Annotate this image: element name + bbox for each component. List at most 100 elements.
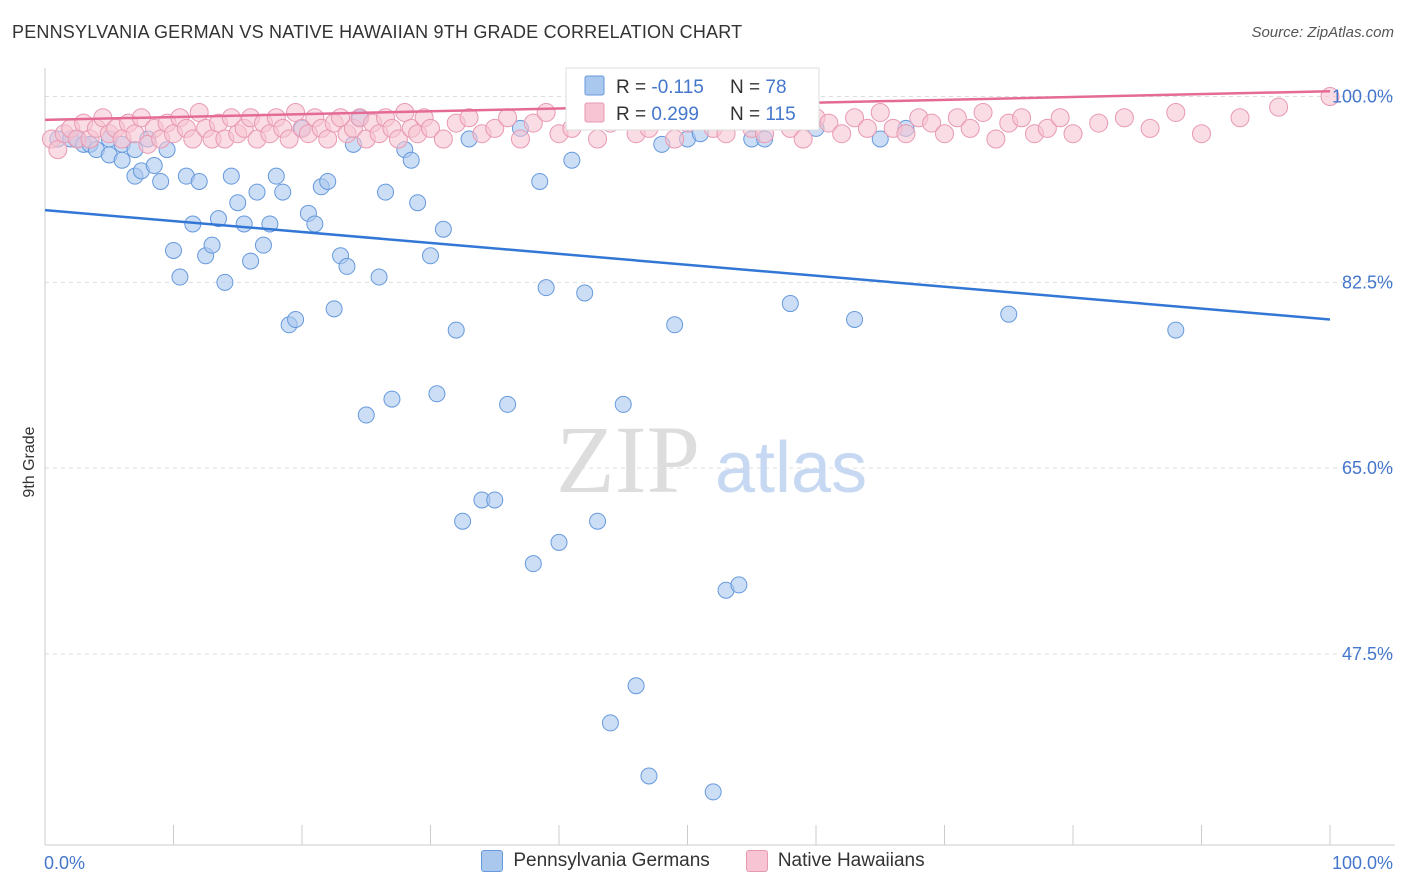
- point-native-hawaiians-111: [1114, 108, 1134, 128]
- point-pennsylvania-germans-30: [248, 183, 266, 201]
- point-native-hawaiians-103: [986, 129, 1006, 149]
- stats-legend: R = -0.115 N = 78 R = 0.299 N = 115: [565, 67, 820, 131]
- point-native-hawaiians-62: [459, 108, 479, 128]
- point-native-hawaiians-60: [433, 129, 453, 149]
- point-pennsylvania-germans-17: [165, 241, 182, 259]
- point-pennsylvania-germans-65: [531, 172, 549, 190]
- point-pennsylvania-germans-39: [306, 215, 324, 233]
- point-pennsylvania-germans-21: [190, 172, 208, 190]
- stats-n-row-0: N = 78: [730, 77, 787, 98]
- y-tick-label-2: 65.0%: [1342, 458, 1393, 478]
- point-pennsylvania-germans-61: [486, 491, 504, 509]
- point-pennsylvania-germans-44: [338, 257, 356, 275]
- point-native-hawaiians-38: [286, 102, 306, 122]
- point-pennsylvania-germans-23: [203, 236, 221, 254]
- point-native-hawaiians-90: [819, 113, 839, 133]
- point-native-hawaiians-105: [1012, 108, 1032, 128]
- point-pennsylvania-germans-86: [846, 310, 864, 328]
- point-native-hawaiians-72: [588, 129, 608, 149]
- point-pennsylvania-germans-58: [454, 512, 472, 530]
- point-pennsylvania-germans-74: [640, 767, 658, 785]
- point-pennsylvania-germans-33: [267, 167, 285, 185]
- point-pennsylvania-germans-27: [229, 194, 247, 212]
- point-native-hawaiians-37: [279, 129, 299, 149]
- point-native-hawaiians-65: [498, 108, 518, 128]
- legend-item-pennsylvania-germans[interactable]: Pennsylvania Germans: [481, 850, 710, 872]
- series-native-hawaiians: [41, 87, 1340, 160]
- stats-r-value-0: -0.115: [651, 77, 703, 98]
- stats-box-frame: [565, 67, 820, 131]
- point-native-hawaiians-78: [665, 129, 685, 149]
- point-pennsylvania-germans-66: [537, 279, 555, 297]
- stats-r-label-1: R =: [616, 104, 651, 125]
- point-pennsylvania-germans-15: [152, 172, 170, 190]
- point-native-hawaiians-108: [1050, 108, 1070, 128]
- y-axis-label: 9th Grade: [21, 426, 38, 497]
- point-pennsylvania-germans-31: [254, 236, 272, 254]
- point-native-hawaiians-68: [536, 102, 556, 122]
- point-pennsylvania-germans-34: [274, 183, 292, 201]
- point-native-hawaiians-110: [1089, 113, 1109, 133]
- point-pennsylvania-germans-47: [357, 406, 375, 424]
- point-pennsylvania-germans-48: [370, 268, 388, 286]
- point-pennsylvania-germans-50: [383, 390, 401, 408]
- point-native-hawaiians-92: [845, 108, 865, 128]
- point-pennsylvania-germans-67: [550, 533, 568, 551]
- legend-swatch-blue: [481, 850, 504, 872]
- point-pennsylvania-germans-84: [781, 295, 799, 313]
- x-tick-label-max: 100.0%: [1332, 853, 1393, 873]
- point-native-hawaiians-59: [421, 118, 440, 138]
- point-pennsylvania-germans-87: [871, 130, 889, 148]
- legend-item-native-hawaiians[interactable]: Native Hawaiians: [745, 850, 925, 872]
- point-pennsylvania-germans-72: [614, 395, 632, 413]
- stats-swatch-1: [584, 102, 605, 123]
- point-pennsylvania-germans-42: [325, 300, 343, 318]
- point-pennsylvania-germans-64: [524, 555, 542, 573]
- point-native-hawaiians-91: [832, 124, 852, 144]
- point-native-hawaiians-67: [523, 113, 543, 133]
- point-native-hawaiians-1: [48, 140, 68, 160]
- point-pennsylvania-germans-81: [730, 576, 748, 594]
- stats-n-value-0: 78: [765, 77, 786, 98]
- point-pennsylvania-germans-36: [287, 310, 305, 328]
- point-native-hawaiians-113: [1166, 102, 1186, 122]
- y-tick-label-0: 100.0%: [1332, 87, 1393, 107]
- point-pennsylvania-germans-54: [422, 247, 439, 265]
- point-pennsylvania-germans-68: [563, 151, 581, 169]
- gridlines: [45, 96, 1395, 655]
- watermark-atlas: atlas: [715, 428, 867, 508]
- point-native-hawaiians-112: [1140, 118, 1160, 138]
- trend-line-pennsylvania-germans: [44, 208, 1331, 321]
- legend-swatch-pink: [745, 850, 768, 872]
- point-pennsylvania-germans-57: [447, 321, 465, 339]
- y-tick-label-3: 47.5%: [1342, 644, 1393, 664]
- point-pennsylvania-germans-28: [235, 215, 253, 233]
- watermark: ZIP atlas: [556, 406, 867, 513]
- stats-row-0: R = -0.115: [616, 77, 704, 98]
- chart-source: Source: ZipAtlas.com: [1251, 24, 1394, 41]
- point-pennsylvania-germans-26: [222, 167, 240, 185]
- point-pennsylvania-germans-73: [627, 677, 645, 695]
- point-pennsylvania-germans-79: [704, 783, 722, 801]
- stats-row-1: R = 0.299: [616, 104, 699, 125]
- stats-r-value-1: 0.299: [651, 104, 699, 125]
- point-pennsylvania-germans-18: [171, 268, 189, 286]
- stats-n-value-1: 115: [765, 104, 795, 125]
- point-native-hawaiians-93: [857, 118, 877, 138]
- point-pennsylvania-germans-55: [428, 385, 446, 403]
- legend: Pennsylvania Germans Native Hawaiians: [0, 850, 1406, 872]
- point-pennsylvania-germans-90: [1167, 321, 1185, 339]
- point-pennsylvania-germans-25: [216, 273, 234, 291]
- point-native-hawaiians-114: [1192, 124, 1211, 144]
- point-pennsylvania-germans-69: [576, 284, 594, 302]
- point-pennsylvania-germans-24: [209, 210, 227, 228]
- point-pennsylvania-germans-76: [666, 316, 684, 334]
- point-native-hawaiians-98: [922, 113, 942, 133]
- point-native-hawaiians-101: [960, 118, 980, 138]
- point-native-hawaiians-100: [947, 108, 967, 128]
- axes: [44, 68, 1395, 846]
- x-tick-label-min: 0.0%: [44, 853, 85, 873]
- point-native-hawaiians-116: [1269, 97, 1289, 117]
- point-native-hawaiians-115: [1230, 108, 1250, 128]
